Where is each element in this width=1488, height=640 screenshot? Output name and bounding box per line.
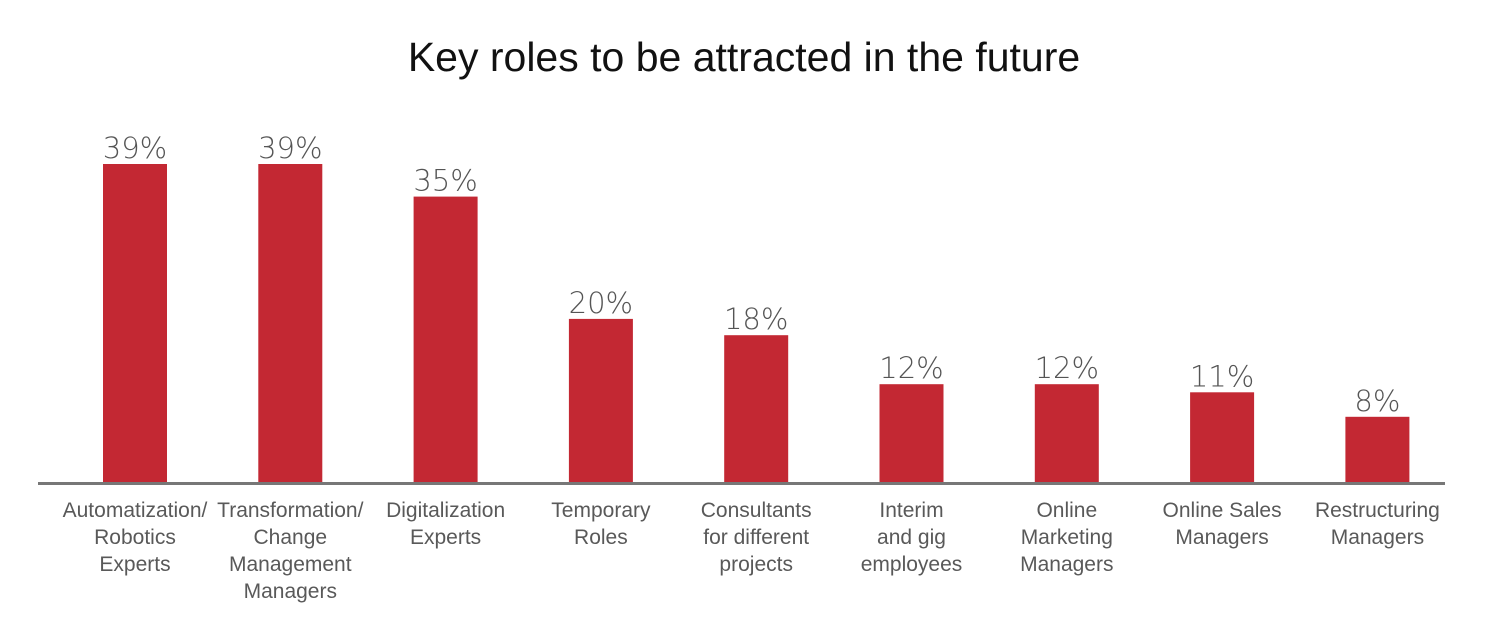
category-label-line: Robotics: [94, 526, 176, 549]
category-label-line: for different: [703, 526, 809, 549]
category-label-line: Consultants: [701, 499, 812, 522]
value-label-1: 39%: [258, 131, 322, 165]
category-label-line: Temporary: [551, 499, 651, 522]
category-label-8: Restructuring Managers: [1315, 499, 1440, 549]
chart-title: Key roles to be attracted in the future: [407, 34, 1081, 80]
category-label-line: Managers: [244, 580, 337, 603]
category-label-line: Change: [254, 526, 328, 549]
category-label-line: Automatization/: [63, 499, 208, 522]
category-label-2: Digitalization Experts: [386, 499, 505, 549]
category-label-4: Consultants for different projects: [701, 499, 812, 576]
category-labels-group: Automatization/Robotics Experts Transforma…: [63, 499, 1440, 603]
category-label-0: Automatization/Robotics Experts: [63, 499, 208, 576]
category-label-line: Experts: [410, 526, 481, 549]
value-label-7: 11%: [1190, 359, 1254, 393]
value-labels-group: 39% 39% 35% 20% 18% 12% 12% 11% 8%: [103, 131, 1401, 418]
value-label-2: 35%: [413, 164, 477, 198]
category-label-line: Online: [1036, 499, 1097, 522]
category-label-1: Transformation/Change Management Managers: [217, 499, 363, 603]
bar-3: [568, 318, 633, 482]
value-label-6: 12%: [1035, 351, 1099, 385]
category-label-line: Experts: [99, 553, 170, 576]
value-label-4: 18%: [724, 302, 788, 336]
category-label-line: Restructuring: [1315, 499, 1440, 522]
bar-7: [1190, 392, 1255, 482]
value-label-3: 20%: [569, 286, 633, 320]
category-label-3: Temporary Roles: [551, 499, 651, 549]
bar-2: [413, 196, 478, 482]
bars-group: [103, 164, 1410, 482]
category-label-7: Online Sales Managers: [1163, 499, 1282, 549]
category-label-line: Management: [229, 553, 352, 576]
value-label-5: 12%: [879, 351, 943, 385]
category-label-line: Roles: [574, 526, 628, 549]
value-label-8: 8%: [1354, 384, 1400, 418]
category-label-line: Transformation/: [217, 499, 363, 522]
category-label-line: and gig: [877, 526, 946, 549]
value-label-0: 39%: [103, 131, 167, 165]
bar-4: [724, 335, 789, 482]
category-label-line: Interim: [879, 499, 943, 522]
category-label-line: employees: [861, 553, 963, 576]
category-label-line: Managers: [1175, 526, 1268, 549]
category-label-5: Interim and gig employees: [861, 499, 963, 576]
category-label-line: Digitalization: [386, 499, 505, 522]
category-label-line: Online Sales: [1163, 499, 1282, 522]
category-label-line: Managers: [1020, 553, 1113, 576]
bar-8: [1345, 416, 1410, 482]
category-label-line: projects: [719, 553, 793, 576]
category-label-6: Online Marketing Managers: [1020, 499, 1113, 576]
bar-6: [1034, 384, 1099, 482]
category-label-line: Marketing: [1021, 526, 1113, 549]
category-label-line: Managers: [1331, 526, 1424, 549]
bar-0: [103, 164, 167, 482]
bar-5: [879, 384, 944, 482]
bar-1: [258, 164, 323, 482]
